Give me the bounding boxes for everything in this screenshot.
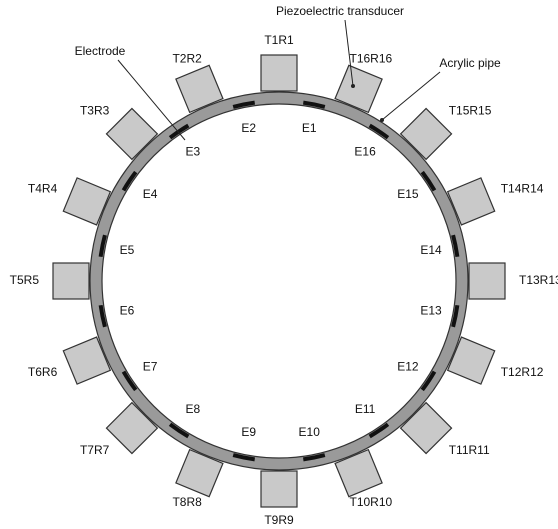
- transducer-label: T5R5: [10, 273, 40, 287]
- electrode: [368, 123, 390, 140]
- transducer-body: [399, 107, 453, 161]
- transducer: [62, 336, 112, 385]
- transducer-label: T10R10: [349, 495, 392, 509]
- electrode: [420, 370, 437, 392]
- electrode-label: E3: [186, 144, 201, 158]
- electrode: [232, 100, 256, 109]
- transducer: [468, 262, 506, 300]
- electrode-label: E14: [420, 243, 442, 257]
- transducer: [175, 64, 224, 114]
- electrode-label: E9: [241, 425, 256, 439]
- transducer: [334, 448, 383, 498]
- electrode: [420, 170, 437, 192]
- electrode-label: E10: [299, 425, 321, 439]
- transducer-label: T7R7: [80, 443, 110, 457]
- electrode: [168, 123, 190, 140]
- transducer-body: [105, 107, 159, 161]
- transducer-body: [62, 177, 112, 226]
- transducer: [260, 470, 298, 508]
- electrode-label: E2: [241, 121, 256, 135]
- leader-dot: [380, 118, 384, 122]
- transducer-label: T8R8: [172, 495, 202, 509]
- annotation: Piezoelectric transducer: [276, 4, 404, 18]
- pipe-inner-edge: [101, 103, 457, 459]
- transducer-label: T16R16: [349, 51, 392, 65]
- transducer-label: T1R1: [264, 33, 294, 47]
- electrode: [98, 304, 107, 328]
- leader-line: [381, 71, 441, 121]
- electrode: [302, 453, 326, 462]
- leader-dot: [351, 84, 355, 88]
- electrode-label: E16: [354, 144, 376, 158]
- electrode-label: E5: [120, 243, 135, 257]
- annotation: Electrode: [75, 44, 126, 58]
- transducer-body: [175, 448, 224, 498]
- electrode: [121, 170, 138, 192]
- transducer: [399, 401, 453, 455]
- transducer-body: [446, 336, 496, 385]
- transducer-body: [334, 448, 383, 498]
- electrode-label: E7: [143, 359, 158, 373]
- acrylic-pipe: [90, 92, 468, 470]
- electrode-label: E15: [397, 187, 419, 201]
- transducer-body: [468, 262, 506, 300]
- transducer-body: [52, 262, 90, 300]
- electrode: [451, 234, 460, 258]
- transducer: [446, 336, 496, 385]
- transducer-body: [260, 470, 298, 508]
- transducer-label: T14R14: [501, 181, 544, 195]
- transducer: [105, 107, 159, 161]
- electrode: [121, 370, 138, 392]
- transducer-label: T2R2: [172, 51, 202, 65]
- transducer-label: T4R4: [28, 181, 58, 195]
- electrode: [168, 422, 190, 439]
- leader-line: [344, 19, 354, 87]
- transducer-body: [446, 177, 496, 226]
- electrode-label: E12: [397, 359, 419, 373]
- transducer-body: [334, 64, 383, 114]
- transducer-label: T12R12: [501, 365, 544, 379]
- electrode-label: E1: [302, 121, 317, 135]
- transducer-body: [105, 401, 159, 455]
- leader-line: [117, 59, 186, 141]
- electrode: [232, 453, 256, 462]
- transducer-body: [62, 336, 112, 385]
- transducer: [334, 64, 383, 114]
- electrode-label: E8: [186, 402, 201, 416]
- electrode-label: E6: [120, 303, 135, 317]
- transducer: [446, 177, 496, 226]
- transducer-label: T6R6: [28, 365, 58, 379]
- transducer-label: T13R13: [519, 273, 558, 287]
- annotation: Acrylic pipe: [439, 56, 501, 70]
- transducer-label: T11R11: [449, 443, 490, 457]
- electrode-label: E4: [143, 187, 158, 201]
- transducer: [399, 107, 453, 161]
- transducer: [175, 448, 224, 498]
- transducer-label: T9R9: [264, 513, 294, 527]
- transducer-body: [175, 64, 224, 114]
- electrode: [451, 304, 460, 328]
- transducer: [105, 401, 159, 455]
- electrode: [98, 234, 107, 258]
- electrode-label: E13: [420, 303, 442, 317]
- transducer: [260, 54, 298, 92]
- electrode-label: E11: [355, 402, 376, 416]
- transducer-body: [260, 54, 298, 92]
- electrode: [302, 100, 326, 109]
- electrode: [368, 422, 390, 439]
- transducer-label: T15R15: [449, 103, 492, 117]
- transducer-label: T3R3: [80, 103, 110, 117]
- transducer: [52, 262, 90, 300]
- transducer: [62, 177, 112, 226]
- transducer-body: [399, 401, 453, 455]
- pipe-outer-edge: [89, 91, 469, 471]
